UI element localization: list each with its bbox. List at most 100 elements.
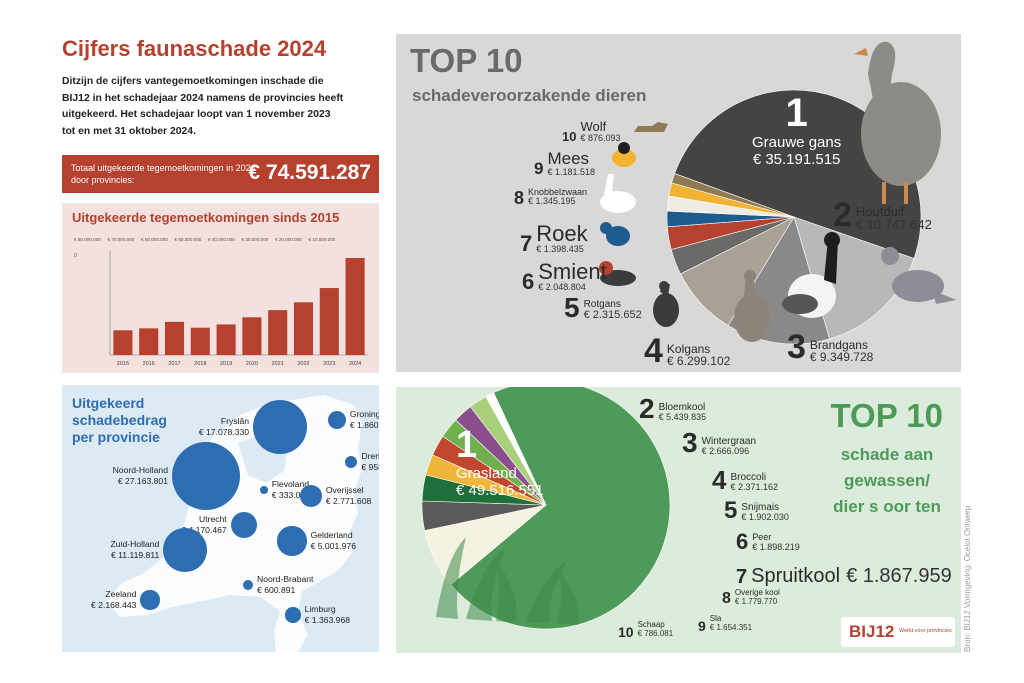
province-label: Flevoland € 333.001 — [272, 479, 310, 501]
crops-top10-panel: TOP 10 schade aan gewassen/ dier s oor t… — [396, 387, 961, 653]
logo-tagline: Werkt voor provincies — [899, 628, 952, 634]
animal-value: € 10.747.642 — [855, 217, 932, 233]
crop-value: € 1.867.959 — [846, 565, 952, 587]
animal-value: € 2.048.804 — [538, 282, 586, 293]
bij12-logo: BIJ12 Werkt voor provincies — [841, 617, 955, 647]
x-tick-label: 2023 — [323, 361, 335, 367]
province-label: Drenthe€ 958.900 — [361, 451, 379, 473]
wigeon-icon — [599, 261, 636, 286]
bar-2020 — [242, 317, 262, 355]
crop-name: Broccoli — [730, 472, 767, 484]
crop-row: 3 Wintergraan € 2.666.096 — [682, 429, 756, 457]
rank-number: 7 — [520, 230, 533, 256]
crop-row: 10 Schaap € 786.081 — [618, 620, 673, 640]
province-bubble-fryslân — [253, 400, 307, 454]
slice-schaap — [485, 392, 547, 506]
crop-row: 2 Bloemkool € 5.439.835 — [639, 395, 706, 423]
rank-number: 6 — [522, 268, 535, 294]
crop-row: 4 Broccoli € 2.371.162 — [712, 467, 778, 493]
rank-number: 8 — [514, 187, 525, 208]
province-name: Noord-Holland — [112, 465, 168, 475]
y-tick-label: 0 — [74, 253, 77, 259]
crop-row: 6 Peer € 1.898.219 — [736, 531, 800, 553]
animal-text: Roek € 1.398.435 — [536, 222, 587, 255]
province-bubble-drenthe — [344, 455, 358, 469]
crop-label-7: 7 Spruitkool € 1.867.959 — [736, 565, 952, 587]
province-name: Noord-Brabant — [257, 574, 314, 584]
rank-number: 8 — [722, 589, 731, 607]
rank-number: 5 — [564, 292, 580, 323]
animal-name: Wolf — [580, 119, 607, 134]
province-name: Zuid-Holland — [110, 539, 160, 549]
province-name: Fryslân — [220, 416, 250, 426]
crops-title: TOP 10 — [830, 397, 943, 434]
province-label: Limburg € 1.363.968 — [305, 604, 350, 626]
bar-2023 — [319, 288, 339, 355]
animal-name: Rotgans — [583, 298, 621, 310]
rank-number: 2 — [833, 196, 852, 234]
crop-label-3: 3 Wintergraan € 2.666.096 — [682, 429, 756, 457]
animal-label-6: 6 Smient € 2.048.804 — [522, 260, 607, 293]
y-tick-label: € 40.000.000 — [208, 237, 235, 242]
animal-text: Knobbelzwaan € 1.345.195 — [528, 187, 587, 207]
x-tick-label: 2019 — [220, 361, 232, 367]
province-label: Noord-Holland € 27.163.801 — [113, 465, 168, 487]
province-bubble-overijssel — [300, 485, 322, 507]
rank-number: 5 — [724, 497, 738, 524]
rank-number: 10 — [562, 129, 577, 145]
province-label: Noord-Brabant € 600.891 — [257, 574, 313, 596]
animal-name: Mees — [547, 149, 590, 168]
animal-value: € 1.181.518 — [547, 166, 596, 177]
crop-value: € 49.516.551 — [456, 482, 544, 499]
x-tick-label: 2015 — [117, 361, 129, 367]
crops-subtitle: schade aan gewassen/ dier s oor ten — [833, 445, 941, 516]
animal-name: Roek — [536, 221, 588, 246]
y-tick-label: € 80.000.000 — [74, 237, 101, 242]
crop-value: € 1.654.351 — [709, 622, 753, 632]
crop-name: Overige kool — [734, 588, 780, 597]
animal-name: Brandgans — [809, 337, 868, 352]
barnacle-goose-icon — [782, 232, 840, 318]
animal-text: Kolgans € 6.299.102 — [667, 343, 730, 368]
crop-name: Bloemkool — [658, 402, 706, 414]
rank-number: 9 — [534, 159, 544, 179]
province-bubble-noord-brabant — [242, 579, 254, 591]
x-tick-label: 2017 — [168, 361, 180, 367]
y-tick-label: € 30.000.000 — [242, 237, 269, 242]
crop-name: Sla — [709, 614, 722, 623]
animal-value: € 876.093 — [580, 132, 621, 143]
grass-illustration — [436, 537, 579, 625]
province-label: Gelderland € 5.001.976 — [311, 530, 356, 552]
crop-value: € 2.371.162 — [730, 482, 779, 493]
total-value: € 74.591.287 — [248, 161, 371, 184]
province-label: Utrecht € 4.170.467 — [181, 514, 226, 536]
crop-text: Wintergraan € 2.666.096 — [702, 436, 756, 457]
animal-name: Houtduif — [855, 203, 905, 219]
animal-text: Rotgans € 2.315.652 — [583, 298, 642, 322]
bar-2021 — [268, 310, 288, 355]
animal-value: € 9.349.728 — [809, 350, 874, 365]
rank-number: 10 — [618, 623, 634, 640]
province-name: Utrecht — [198, 514, 227, 524]
crop-name: Spruitkool — [751, 565, 841, 587]
slice-grasland — [450, 387, 671, 630]
crop-row: 8 Overige kool € 1.779.770 — [722, 588, 780, 607]
animal-label-2: 2 Houtduif € 10.747.642 — [833, 198, 932, 232]
animal-row: 7 Roek € 1.398.435 — [520, 222, 588, 255]
crop-row: 5 Snijmais € 1.902.030 — [724, 499, 789, 523]
animal-row: 5 Rotgans € 2.315.652 — [564, 294, 642, 322]
province-bubble-groningen — [328, 411, 346, 429]
province-label: Zeeland € 2.168.443 — [91, 589, 136, 611]
crop-name: Wintergraan — [701, 436, 757, 448]
animal-label-9: 9 Mees € 1.181.518 — [534, 149, 596, 179]
rank-number: 4 — [644, 332, 663, 370]
wood-pigeon-icon — [881, 247, 956, 304]
animal-label-5: 5 Rotgans € 2.315.652 — [564, 294, 642, 322]
tit-icon — [612, 142, 636, 167]
animal-row: 6 Smient € 2.048.804 — [522, 260, 607, 293]
province-label: Fryslân € 17.078.330 — [199, 416, 249, 438]
crop-value: € 1.902.030 — [741, 512, 789, 523]
province-value: € 17.078.330 — [198, 427, 250, 437]
rank-number: 1 — [785, 91, 808, 135]
wolf-icon — [634, 122, 668, 132]
